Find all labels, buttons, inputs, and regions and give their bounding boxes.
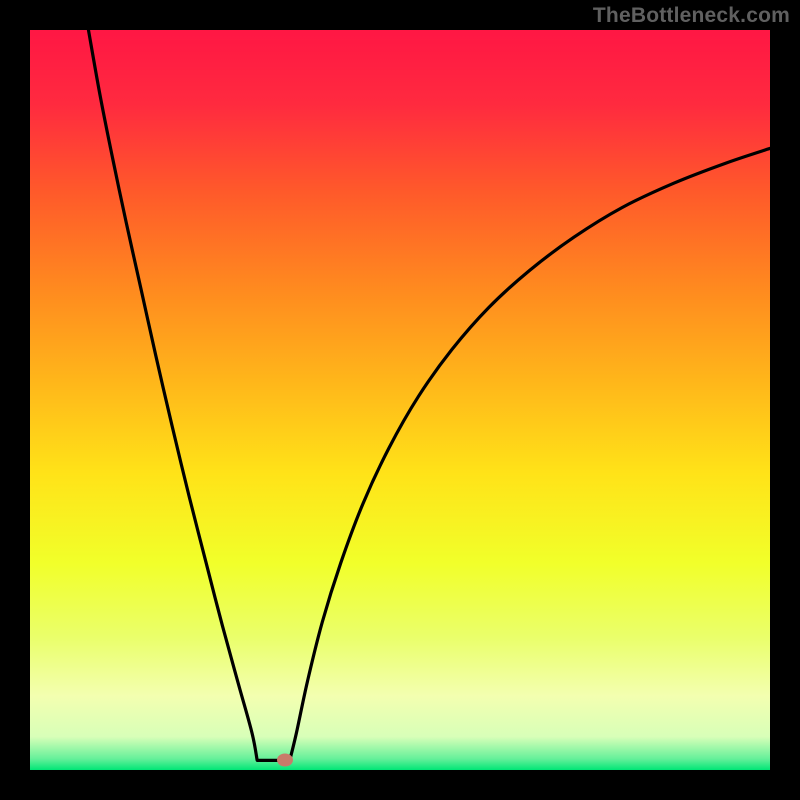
bottleneck-curve [0,0,800,800]
watermark-text: TheBottleneck.com [593,4,790,28]
optimum-marker [277,754,293,767]
chart-canvas: TheBottleneck.com [0,0,800,800]
